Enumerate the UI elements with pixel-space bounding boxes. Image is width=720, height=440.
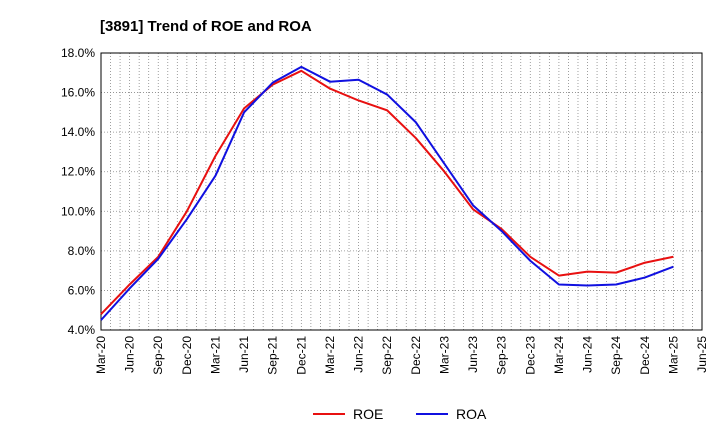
x-tick-label: Sep-21 bbox=[266, 336, 280, 375]
x-tick-label: Jun-24 bbox=[581, 336, 595, 373]
x-tick-label: Jun-20 bbox=[123, 336, 137, 373]
y-tick-label: 16.0% bbox=[61, 86, 95, 100]
x-tick-label: Sep-23 bbox=[495, 336, 509, 375]
x-tick-label: Dec-21 bbox=[294, 336, 308, 375]
y-tick-label: 14.0% bbox=[61, 125, 95, 139]
x-tick-label: Sep-24 bbox=[609, 336, 623, 375]
x-tick-label: Sep-22 bbox=[380, 336, 394, 375]
x-tick-label: Mar-25 bbox=[666, 336, 680, 374]
x-tick-label: Sep-20 bbox=[151, 336, 165, 375]
series-line-roa bbox=[100, 65, 674, 321]
x-tick-label: Mar-20 bbox=[94, 336, 108, 374]
legend-label-roe: ROE bbox=[353, 406, 383, 422]
x-tick-label: Mar-21 bbox=[208, 336, 222, 374]
x-tick-label: Dec-24 bbox=[638, 336, 652, 375]
x-tick-label: Dec-22 bbox=[409, 336, 423, 375]
x-tick-label: Jun-22 bbox=[352, 336, 366, 373]
y-tick-label: 12.0% bbox=[61, 165, 95, 179]
series-line-roe bbox=[100, 69, 674, 315]
plot-area: 4.0% 6.0% 8.0% 10.0% 12.0% 14.0% 16.0% 18.0% Mar… bbox=[61, 46, 709, 375]
x-tick-label: Jun-23 bbox=[466, 336, 480, 373]
x-tick-label: Dec-20 bbox=[180, 336, 194, 375]
y-tick-label: 4.0% bbox=[68, 323, 96, 337]
x-tick-label: Mar-22 bbox=[323, 336, 337, 374]
x-tick-label: Mar-23 bbox=[437, 336, 451, 374]
legend-label-roa: ROA bbox=[456, 406, 487, 422]
y-tick-label: 10.0% bbox=[61, 204, 95, 218]
legend: ROE ROA bbox=[313, 406, 487, 422]
x-tick-label: Jun-21 bbox=[237, 336, 251, 373]
y-tick-label: 6.0% bbox=[68, 283, 96, 297]
chart-title: [3891] Trend of ROE and ROA bbox=[100, 18, 312, 35]
x-tick-label: Dec-23 bbox=[523, 336, 537, 375]
y-tick-label: 18.0% bbox=[61, 46, 95, 60]
y-tick-label: 8.0% bbox=[68, 244, 96, 258]
plot-frame bbox=[100, 52, 703, 331]
x-tick-label: Jun-25 bbox=[695, 336, 709, 373]
x-tick-label: Mar-24 bbox=[552, 336, 566, 374]
